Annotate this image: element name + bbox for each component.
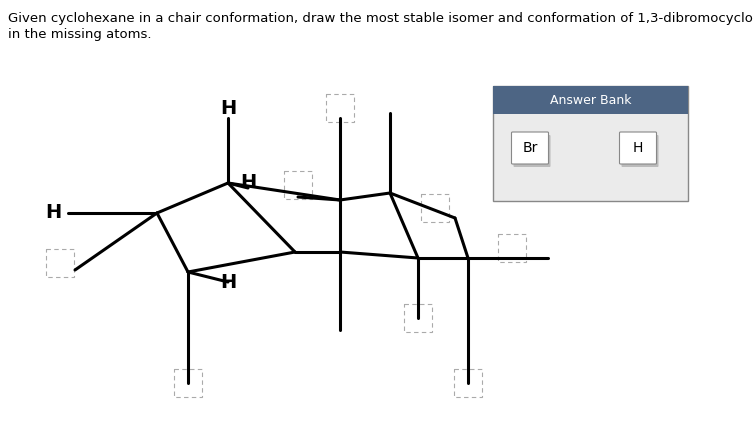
Text: H: H (633, 141, 643, 155)
Bar (493, 86, 688, 201)
Text: H: H (220, 274, 236, 293)
Bar (284, 171, 312, 199)
Text: in the missing atoms.: in the missing atoms. (8, 28, 151, 41)
Bar (404, 304, 432, 332)
Bar (46, 249, 74, 277)
Text: Br: Br (523, 141, 538, 155)
Bar (493, 86, 688, 114)
Text: H: H (45, 204, 61, 223)
FancyBboxPatch shape (514, 135, 550, 167)
Bar (326, 94, 354, 122)
Text: Given cyclohexane in a chair conformation, draw the most stable isomer and confo: Given cyclohexane in a chair conformatio… (8, 12, 753, 25)
Bar (421, 194, 449, 222)
FancyBboxPatch shape (621, 135, 659, 167)
Text: H: H (240, 174, 256, 193)
FancyBboxPatch shape (511, 132, 548, 164)
Bar (174, 369, 202, 397)
Text: Answer Bank: Answer Bank (550, 94, 631, 107)
Bar (454, 369, 482, 397)
Text: H: H (220, 98, 236, 117)
Bar (498, 234, 526, 262)
FancyBboxPatch shape (620, 132, 657, 164)
